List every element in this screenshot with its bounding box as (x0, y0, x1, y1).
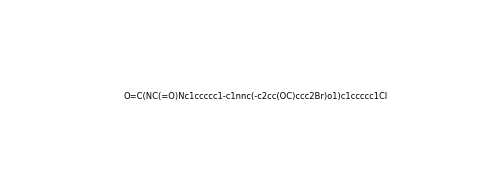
Text: O=C(NC(=O)Nc1ccccc1-c1nnc(-c2cc(OC)ccc2Br)o1)c1ccccc1Cl: O=C(NC(=O)Nc1ccccc1-c1nnc(-c2cc(OC)ccc2B… (123, 93, 387, 101)
